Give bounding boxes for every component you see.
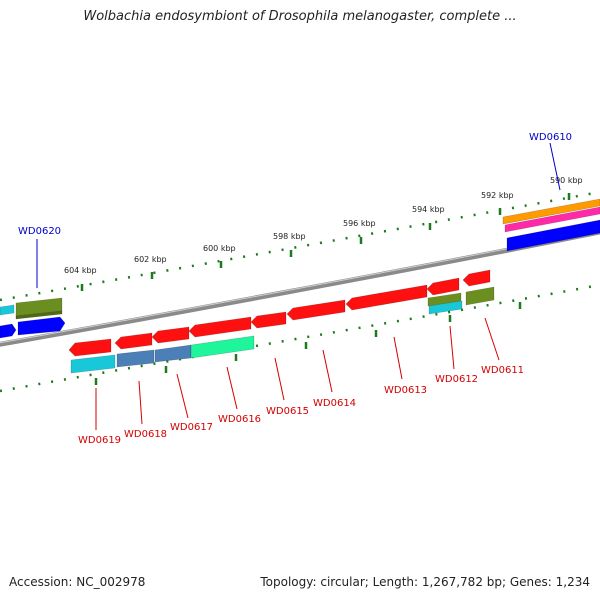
gene-wd0615[interactable]: [250, 311, 287, 329]
gene-label-wd0618[interactable]: WD0618: [124, 429, 167, 440]
feature-cyan-0612: [428, 300, 463, 315]
tick-label-600: 600 kbp: [203, 244, 236, 253]
feature-red-0619: [68, 338, 112, 357]
tick-label-604: 604 kbp: [64, 266, 97, 275]
gene-wd0616[interactable]: [188, 316, 255, 359]
gene-wd0611[interactable]: [462, 269, 495, 306]
gene-label-wd0620[interactable]: WD0620: [18, 226, 61, 237]
map-title: Wolbachia endosymbiont of Drosophila mel…: [83, 9, 517, 24]
feature-olive-0611: [465, 286, 495, 306]
feature-olive-0612: [427, 292, 462, 307]
gene-wd0612[interactable]: [426, 277, 463, 315]
major-ticks: [80, 193, 571, 291]
feature-steelblue-0617: [154, 344, 192, 363]
genome-summary-text: Topology: circular; Length: 1,267,782 bp…: [260, 575, 590, 589]
gene-wd0617[interactable]: [151, 326, 192, 363]
feature-red-0616: [188, 316, 252, 338]
feature-red-0612: [426, 277, 460, 296]
tick-label-598: 598 kbp: [273, 232, 306, 241]
gene-label-wd0610[interactable]: WD0610: [529, 132, 572, 143]
gene-label-wd0619[interactable]: WD0619: [78, 435, 121, 446]
gene-label-wd0614[interactable]: WD0614: [313, 398, 356, 409]
feature-red-0615: [250, 311, 287, 329]
feature-green-0616: [190, 335, 255, 359]
gene-label-wd0612[interactable]: WD0612: [435, 374, 478, 385]
gene-wd0610[interactable]: [502, 198, 600, 252]
feature-red-0618: [114, 332, 153, 350]
inner-ticks: [94, 302, 522, 385]
gene-label-wd0616[interactable]: WD0616: [218, 414, 261, 425]
accession-text: Accession: NC_002978: [9, 575, 146, 589]
feature-red-0611: [462, 269, 491, 287]
feature-blue-right: [506, 219, 600, 252]
feature-red-0617: [151, 326, 190, 344]
gene-wd0618[interactable]: [114, 332, 155, 368]
gene-label-wd0615[interactable]: WD0615: [266, 406, 309, 417]
feature-red-0613: [345, 284, 428, 311]
tick-label-594: 594 kbp: [412, 205, 445, 214]
feature-magenta-right: [504, 206, 600, 233]
gene-wd0614[interactable]: [286, 299, 346, 321]
feature-cyan-left: [0, 304, 15, 316]
leaders: [36, 142, 561, 430]
feature-red-0614: [286, 299, 346, 321]
feature-orange-right: [502, 198, 600, 225]
tick-label-590: 590 kbp: [550, 176, 583, 185]
gene-label-wd0613[interactable]: WD0613: [384, 385, 427, 396]
gene-wd0619[interactable]: [68, 338, 116, 374]
gene-label-wd0611[interactable]: WD0611: [481, 365, 524, 376]
tick-label-596: 596 kbp: [343, 219, 376, 228]
gene-wd0613[interactable]: [345, 284, 428, 311]
feature-blue-left-edge: [0, 323, 17, 339]
tick-label-592: 592 kbp: [481, 191, 514, 200]
feature-cyan-0619: [70, 354, 116, 374]
tick-label-602: 602 kbp: [134, 255, 167, 264]
feature-blue-left: [17, 316, 66, 336]
gene-label-wd0617[interactable]: WD0617: [170, 422, 213, 433]
feature-steelblue-0618: [116, 349, 155, 368]
gene-wd0620[interactable]: [0, 297, 66, 339]
